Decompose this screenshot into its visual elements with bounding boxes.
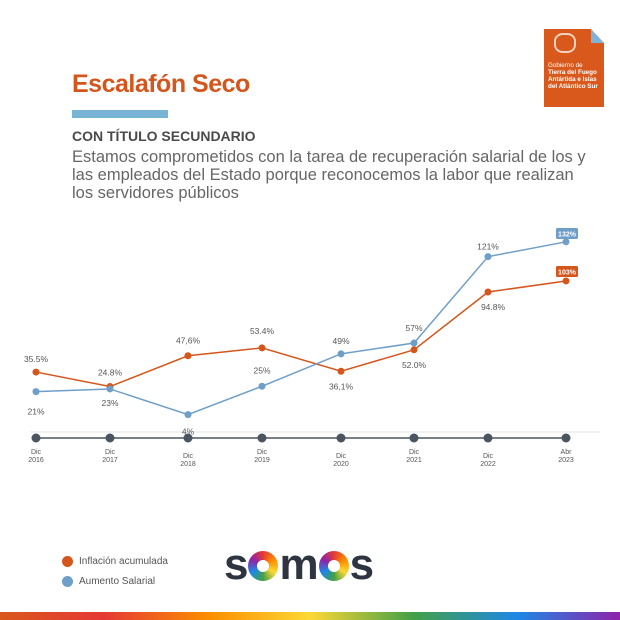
data-point <box>32 388 40 396</box>
data-label: 35.5% <box>24 354 49 364</box>
data-label: 121% <box>477 242 499 252</box>
data-label: 53.4% <box>250 326 275 336</box>
x-tick-label: Dic <box>483 453 494 460</box>
x-tick-label: Dic <box>336 453 347 460</box>
data-point <box>410 339 418 347</box>
subtitle: CON TÍTULO SECUNDARIO <box>72 128 256 144</box>
x-tick-label: 2017 <box>102 457 118 464</box>
legend-item-salary: Aumento Salarial <box>62 576 168 587</box>
data-point <box>184 352 192 360</box>
data-point <box>106 385 114 393</box>
x-tick-label: Dic <box>183 453 194 460</box>
legend-item-inflation: Inflación acumulada <box>62 556 168 567</box>
x-tick-label: Abr <box>561 449 573 456</box>
legend-label: Inflación acumulada <box>79 556 168 567</box>
title-underline <box>72 110 168 118</box>
logo-text: Gobierno de Tierra del Fuego Antártida e… <box>548 62 604 90</box>
data-label: 24.8% <box>98 368 123 378</box>
logo-line: Antártida e Islas <box>548 76 597 83</box>
x-tick-label: 2020 <box>333 461 349 468</box>
color-stripe <box>0 612 620 620</box>
x-tick-label: Dic <box>257 449 268 456</box>
data-point <box>32 368 40 376</box>
data-label: 36,1% <box>329 381 354 391</box>
x-tick-label: Dic <box>31 449 42 456</box>
data-label: 132% <box>558 232 577 239</box>
data-point <box>562 238 570 246</box>
data-label: 57% <box>405 323 422 333</box>
data-point <box>258 382 266 390</box>
x-tick-label: 2018 <box>180 461 196 468</box>
axis-marker <box>409 433 419 443</box>
axis-marker <box>336 433 346 443</box>
x-tick-label: 2022 <box>480 461 496 468</box>
axis-marker <box>183 433 193 443</box>
data-point <box>562 277 570 285</box>
axis-marker <box>483 433 493 443</box>
data-label: 23% <box>101 398 118 408</box>
legend-label: Aumento Salarial <box>79 576 156 587</box>
logo-line: Tierra del Fuego <box>548 69 597 76</box>
logo-line: del Atlántico Sur <box>548 83 598 90</box>
data-label: 25% <box>253 365 270 375</box>
page-title: Escalafón Seco <box>72 70 250 98</box>
x-tick-label: Dic <box>409 449 420 456</box>
series-line-salary <box>35 241 567 416</box>
x-tick-label: Dic <box>105 449 116 456</box>
axis-marker <box>257 433 267 443</box>
axis-marker <box>561 433 571 443</box>
seal-icon <box>554 33 576 53</box>
axis-marker <box>31 433 41 443</box>
x-tick-label: 2016 <box>28 457 44 464</box>
axis-marker <box>105 433 115 443</box>
data-label: 103% <box>558 270 577 277</box>
end-label-badge <box>556 228 578 239</box>
data-point <box>484 288 492 296</box>
series-line-inflation <box>35 280 567 388</box>
x-tick-label: 2023 <box>558 457 574 464</box>
logo-line: Gobierno de <box>548 62 583 69</box>
data-label: 4% <box>182 427 195 437</box>
legend-swatch <box>62 576 73 587</box>
x-tick-label: 2021 <box>406 457 422 464</box>
data-label: 47,6% <box>176 336 201 346</box>
data-point <box>484 253 492 261</box>
line-chart: 35.5% 24.8% 47,6% 53.4% 36,1% 52.0% 94.8% 103% 2… <box>24 228 600 468</box>
data-label: 52.0% <box>402 360 427 370</box>
data-point <box>410 346 418 354</box>
data-point <box>258 344 266 352</box>
legend-swatch <box>62 556 73 567</box>
data-point <box>337 350 345 358</box>
logo-fold <box>591 29 604 43</box>
legend: Inflación acumulada Aumento Salarial <box>62 556 168 596</box>
data-label: 49% <box>332 336 349 346</box>
data-point <box>184 411 192 419</box>
data-label: 21% <box>27 407 44 417</box>
data-point <box>337 367 345 375</box>
description: Estamos comprometidos con la tarea de re… <box>72 148 586 202</box>
data-label: 94.8% <box>481 302 506 312</box>
x-tick-label: 2019 <box>254 457 270 464</box>
end-label-badge <box>556 266 578 277</box>
